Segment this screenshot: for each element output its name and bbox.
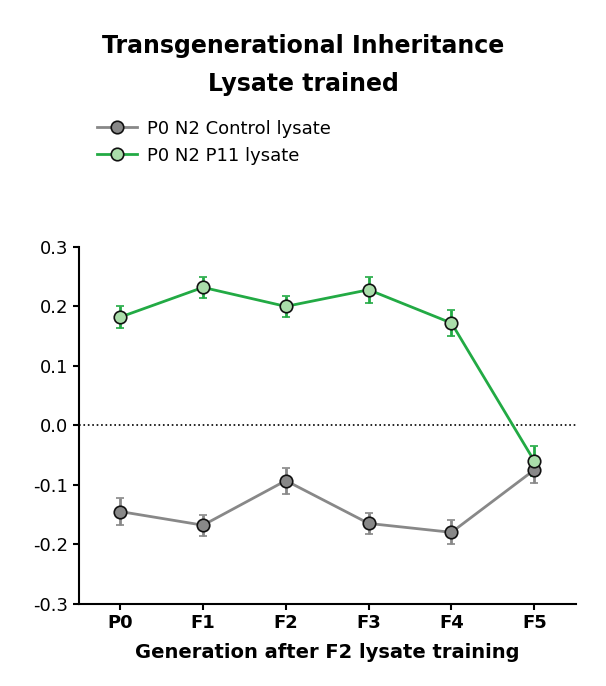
Text: Lysate trained: Lysate trained [208, 72, 398, 96]
Legend: P0 N2 Control lysate, P0 N2 P11 lysate: P0 N2 Control lysate, P0 N2 P11 lysate [88, 110, 341, 174]
Text: Transgenerational Inheritance: Transgenerational Inheritance [102, 34, 504, 58]
X-axis label: Generation after F2 lysate training: Generation after F2 lysate training [135, 643, 519, 662]
